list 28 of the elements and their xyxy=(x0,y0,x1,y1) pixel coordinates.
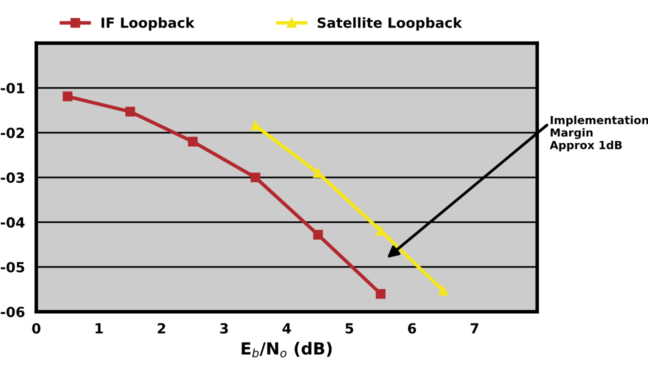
point xyxy=(125,106,136,117)
x-tick-label: 6 xyxy=(408,323,416,334)
point xyxy=(376,226,386,236)
y-tick-label: -06 xyxy=(0,306,24,318)
point xyxy=(250,172,260,182)
y-tick-label: -05 xyxy=(0,262,24,272)
point xyxy=(62,92,72,102)
x-tick-label: 7 xyxy=(470,323,478,334)
point xyxy=(188,136,198,146)
y-tick-label: -03 xyxy=(0,172,24,183)
point xyxy=(313,230,323,240)
y-tick-label: -02 xyxy=(0,128,24,138)
x-tick-label: 5 xyxy=(346,323,354,334)
legend-label: IF Loopback xyxy=(102,17,195,31)
x-tick-label: 3 xyxy=(220,323,228,334)
x-tick-label: 2 xyxy=(158,323,166,334)
legend-label: Satellite Loopback xyxy=(318,17,462,31)
text: Implementation Margin Approx 1dB xyxy=(550,116,648,152)
x-tick-label: 1 xyxy=(96,323,103,334)
y-tick-label: -01 xyxy=(0,82,24,94)
y-tick-label: -04 xyxy=(0,217,25,228)
point xyxy=(438,286,448,296)
x-tick-label: 0 xyxy=(32,323,40,334)
x-axis-title: E$_{b}$/N$_{o}$ (dB) xyxy=(242,342,332,358)
point xyxy=(250,120,260,130)
point xyxy=(376,288,386,299)
x-tick-label: 4 xyxy=(282,323,291,334)
point xyxy=(313,168,323,178)
